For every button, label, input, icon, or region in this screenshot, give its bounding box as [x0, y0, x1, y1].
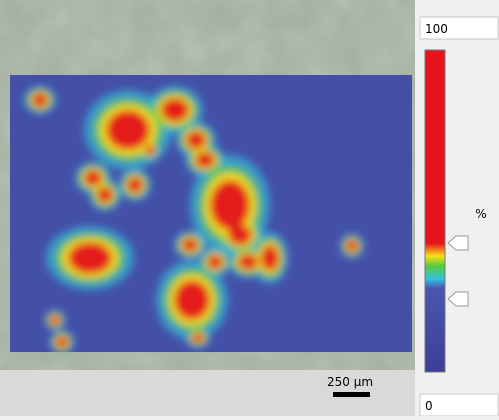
hotspot — [127, 177, 143, 193]
viewer: 250 µm 100 % 0 — [0, 0, 499, 416]
hotspot — [192, 333, 204, 343]
hotspot — [228, 225, 252, 245]
hotspot — [210, 180, 250, 230]
hotspot — [174, 280, 210, 320]
hotspot — [32, 93, 48, 107]
hotspot — [68, 242, 112, 274]
hotspot — [84, 170, 102, 186]
scale-bar — [333, 392, 370, 397]
hotspot — [50, 315, 60, 325]
colorbar — [425, 50, 445, 372]
hotspot — [207, 255, 223, 269]
min-label: 0 — [425, 399, 433, 413]
hotspot — [97, 187, 113, 203]
hotspot — [261, 245, 279, 271]
hotspot — [145, 145, 155, 155]
hotspot — [346, 240, 358, 252]
unit-label: % — [475, 207, 486, 221]
hotspot — [106, 110, 150, 150]
hotspot — [161, 98, 189, 122]
max-label: 100 — [425, 22, 448, 36]
hotspot — [195, 152, 215, 168]
hotspot — [238, 254, 258, 270]
hotspot — [56, 336, 68, 348]
hotspot — [186, 131, 206, 149]
hotspot — [182, 238, 198, 252]
scale-bar-label: 250 µm — [327, 375, 373, 389]
